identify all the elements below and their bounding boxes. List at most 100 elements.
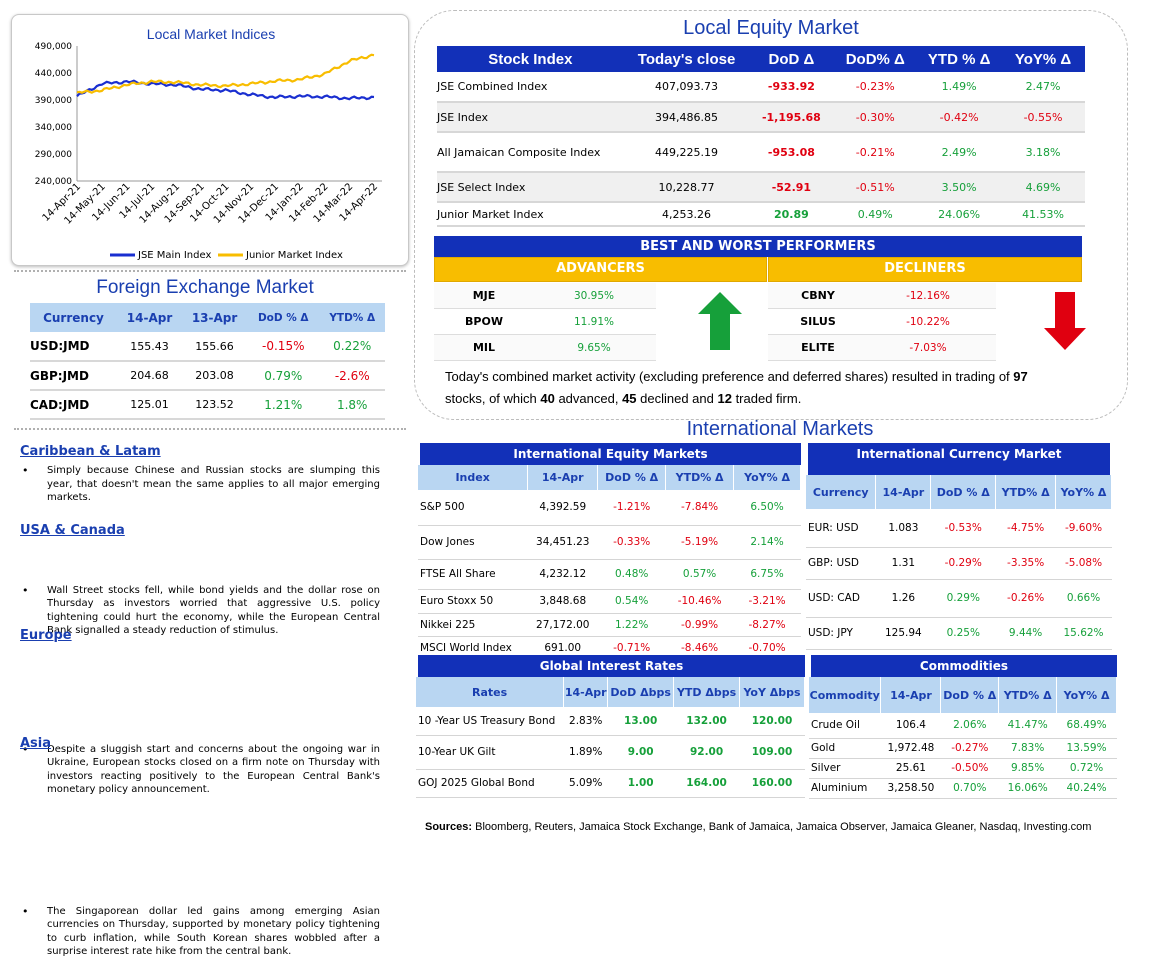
column-header: YTD% Δ	[995, 475, 1057, 509]
table-cell: 0.29%	[930, 579, 996, 618]
table-cell: 2.47%	[1001, 72, 1085, 103]
table-cell: 5.09%	[563, 769, 608, 798]
table-row: Crude Oil 106.4 2.06% 41.47% 68.49%	[809, 713, 1117, 739]
table-cell: 109.00	[739, 735, 805, 770]
table-cell: 0.54%	[597, 589, 666, 614]
table-cell: -3.21%	[733, 589, 801, 614]
table-cell: 203.08	[182, 361, 248, 391]
table-cell: 40.24%	[1056, 778, 1117, 799]
table-cell: 1.89%	[563, 735, 608, 770]
table-cell: -953.08	[749, 132, 834, 173]
table-cell: 41.47%	[998, 713, 1057, 739]
table-cell: 3.18%	[1001, 132, 1085, 173]
table-cell: 6.75%	[733, 559, 801, 590]
table-cell: 0.25%	[930, 617, 996, 650]
table-cell: Junior Market Index	[437, 202, 624, 227]
table-cell: -1,195.68	[749, 102, 834, 133]
table-row: All Jamaican Composite Index 449,225.19 -9…	[437, 132, 1085, 173]
table-cell: JSE Combined Index	[437, 72, 624, 103]
legend-label: JSE Main Index	[137, 250, 211, 261]
table-row: FTSE All Share 4,232.12 0.48% 0.57% 6.75%	[418, 559, 801, 590]
interest-rates-table: Rates 14-Apr DoD Δbps YTD Δbps YoY Δbps 10 -Y…	[416, 677, 805, 798]
performer-row: SILUS -10.22%	[768, 309, 996, 335]
table-cell: 34,451.23	[527, 525, 598, 560]
advancers-header: ADVANCERS	[434, 257, 767, 282]
market-summary: Today's combined market activity (exclud…	[445, 369, 1028, 406]
table-cell: -1.21%	[597, 490, 666, 526]
table-cell: USD: JPY	[806, 617, 876, 650]
table-cell: 120.00	[739, 707, 805, 736]
table-cell: 4,232.12	[527, 559, 598, 590]
intl-currency-table: Currency 14-Apr DoD % Δ YTD% Δ YoY% Δ EUR: US…	[806, 475, 1112, 650]
column-header: YTD% Δ	[665, 465, 735, 490]
column-header: 14-Apr	[527, 465, 599, 490]
news-heading: Caribbean & Latam	[20, 444, 161, 459]
table-cell: All Jamaican Composite Index	[437, 132, 624, 173]
table-cell: 0.48%	[597, 559, 666, 590]
table-cell: 0.22%	[319, 332, 385, 362]
column-header: YoY Δbps	[739, 677, 805, 707]
table-cell: 125.94	[875, 617, 931, 650]
table-cell: 1.49%	[917, 72, 1002, 103]
table-row: Dow Jones 34,451.23 -0.33% -5.19% 2.14%	[418, 525, 801, 560]
table-cell: 0.79%	[247, 361, 320, 391]
table-cell: 449,225.19	[623, 132, 750, 173]
column-header: YTD% Δ	[998, 677, 1058, 713]
table-cell: 4,392.59	[527, 490, 598, 526]
table-cell: -0.33%	[597, 525, 666, 560]
table-cell: 4.69%	[1001, 172, 1085, 203]
table-cell: 13.00	[607, 707, 674, 736]
table-cell: -4.75%	[995, 509, 1056, 548]
table-cell: JSE Select Index	[437, 172, 624, 203]
table-cell: 25.61	[880, 758, 941, 779]
table-cell: 394,486.85	[623, 102, 750, 133]
table-cell: Nikkei 225	[418, 613, 528, 637]
news-item: Despite a sluggish start and concerns ab…	[20, 743, 380, 797]
column-header: DoD Δbps	[607, 677, 675, 707]
column-header: Currency	[30, 303, 117, 332]
table-cell: 1,972.48	[880, 738, 941, 759]
table-cell: GBP:JMD	[30, 361, 117, 391]
column-header: 14-Apr	[563, 677, 609, 707]
performer-ticker: MIL	[472, 341, 496, 354]
table-row: USD: CAD 1.26 0.29% -0.26% 0.66%	[806, 579, 1112, 618]
news-section: Caribbean & Latam Simply because Chinese …	[20, 444, 380, 957]
column-header: Stock Index	[437, 46, 624, 72]
table-cell: GOJ 2025 Global Bond	[416, 769, 564, 798]
table-cell: 2.49%	[917, 132, 1002, 173]
equity-table: Stock Index Today's close DoD Δ DoD% Δ YTD %…	[437, 46, 1085, 227]
table-cell: 13.59%	[1056, 738, 1117, 759]
table-cell: GBP: USD	[806, 547, 876, 580]
commodities-title: Commodities	[811, 655, 1117, 677]
intl-title: International Markets	[686, 418, 874, 440]
table-cell: 24.06%	[917, 202, 1002, 227]
table-cell: 3,258.50	[880, 778, 941, 799]
table-cell: 15.62%	[1055, 617, 1112, 650]
table-row: MSCI World Index 691.00 -0.71% -8.46% -0.70%	[418, 636, 801, 660]
equity-panel	[414, 10, 1128, 420]
interest-rates-title: Global Interest Rates	[418, 655, 805, 677]
intl-equity-table: Index 14-Apr DoD % Δ YTD% Δ YoY% Δ S&P 500 4,3…	[418, 465, 801, 660]
table-header-row: Index 14-Apr DoD % Δ YTD% Δ YoY% Δ	[418, 465, 801, 490]
table-cell: USD:JMD	[30, 332, 117, 362]
table-cell: 3.50%	[917, 172, 1002, 203]
column-header: DoD % Δ	[930, 475, 997, 509]
table-cell: 0.66%	[1055, 579, 1112, 618]
y-tick-label: 440,000	[35, 69, 72, 79]
news-heading: Europe	[20, 628, 72, 643]
table-row: 10-Year UK Gilt 1.89% 9.00 92.00 109.00	[416, 735, 805, 770]
table-header-row: Stock Index Today's close DoD Δ DoD% Δ YTD %…	[437, 46, 1085, 72]
table-row: JSE Combined Index 407,093.73 -933.92 -0.23…	[437, 72, 1085, 103]
column-header: Rates	[416, 677, 565, 707]
news-item: The Singaporean dollar led gains among e…	[20, 905, 380, 959]
performer-row: MIL 9.65%	[434, 335, 656, 361]
performer-ticker: CBNY	[801, 289, 835, 302]
table-row: Silver 25.61 -0.50% 9.85% 0.72%	[809, 758, 1117, 779]
table-cell: -8.27%	[733, 613, 801, 637]
table-cell: -5.08%	[1055, 547, 1112, 580]
y-tick-label: 390,000	[35, 96, 72, 106]
chart-title: Local Market Indices	[147, 26, 275, 42]
table-cell: 1.21%	[247, 390, 320, 420]
table-cell: Dow Jones	[418, 525, 528, 560]
fx-title: Foreign Exchange Market	[96, 277, 314, 298]
